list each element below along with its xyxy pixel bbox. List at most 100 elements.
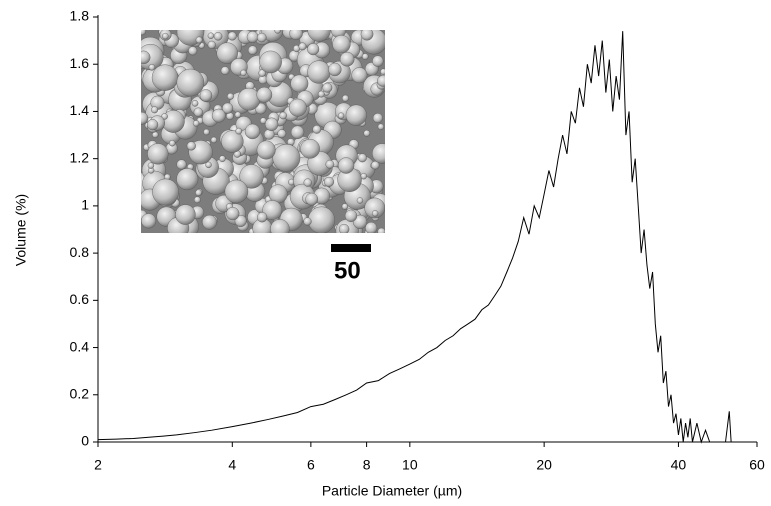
particle bbox=[364, 197, 385, 219]
particle bbox=[325, 159, 335, 169]
particle bbox=[341, 94, 349, 102]
particle bbox=[372, 55, 384, 67]
particle bbox=[360, 30, 374, 41]
particle bbox=[240, 69, 247, 77]
y-tick-label: 1.6 bbox=[70, 55, 90, 71]
particle bbox=[303, 178, 312, 187]
y-tick-label: 0 bbox=[81, 433, 89, 449]
particle bbox=[207, 40, 216, 49]
particle bbox=[246, 31, 259, 43]
particle bbox=[290, 74, 309, 93]
x-tick-label: 10 bbox=[402, 457, 418, 473]
particle bbox=[256, 86, 273, 103]
particle bbox=[176, 168, 199, 191]
particle bbox=[221, 130, 244, 153]
particle bbox=[317, 90, 325, 98]
particle bbox=[307, 60, 331, 84]
particle bbox=[344, 209, 358, 222]
particle bbox=[337, 157, 355, 174]
data-line bbox=[97, 31, 732, 444]
x-tick-label: 6 bbox=[307, 457, 315, 473]
particle bbox=[193, 196, 201, 204]
particle bbox=[162, 32, 169, 40]
particle bbox=[371, 160, 380, 170]
particle bbox=[272, 144, 301, 172]
particle bbox=[192, 120, 200, 127]
particle bbox=[235, 127, 243, 135]
y-tick-label: 0.4 bbox=[70, 338, 90, 354]
particle bbox=[169, 140, 176, 147]
y-tick-label: 1.8 bbox=[70, 8, 90, 24]
particle bbox=[298, 42, 307, 51]
x-tick-label: 4 bbox=[228, 457, 236, 473]
particle bbox=[357, 153, 367, 163]
particle bbox=[345, 104, 367, 126]
particle bbox=[307, 30, 331, 42]
particle bbox=[289, 30, 303, 41]
particle bbox=[152, 178, 179, 206]
particle bbox=[176, 159, 187, 170]
particle bbox=[337, 112, 345, 119]
x-tick-label: 40 bbox=[671, 457, 687, 473]
particle bbox=[176, 68, 205, 97]
particle bbox=[256, 212, 268, 223]
particle bbox=[222, 102, 234, 114]
particle bbox=[279, 111, 287, 120]
particle bbox=[199, 89, 213, 102]
particle bbox=[195, 36, 203, 44]
particle bbox=[195, 189, 202, 197]
particle bbox=[227, 92, 234, 100]
particle bbox=[277, 129, 287, 139]
particle bbox=[372, 143, 385, 164]
particle bbox=[244, 123, 261, 140]
x-tick-label: 8 bbox=[363, 457, 371, 473]
particle bbox=[307, 206, 335, 233]
particle bbox=[338, 223, 350, 233]
y-tick-label: 1.2 bbox=[70, 149, 90, 165]
particle bbox=[262, 200, 283, 220]
particle bbox=[202, 214, 217, 230]
particle bbox=[141, 50, 151, 65]
y-tick-label: 0.6 bbox=[70, 291, 90, 307]
particle bbox=[147, 162, 155, 169]
particle bbox=[239, 164, 264, 189]
particle bbox=[300, 138, 320, 159]
x-tick-label: 2 bbox=[94, 457, 102, 473]
particle bbox=[363, 129, 371, 137]
particle bbox=[151, 64, 179, 91]
particle bbox=[227, 31, 237, 41]
particle bbox=[258, 69, 266, 77]
particle bbox=[352, 214, 368, 229]
particle bbox=[247, 45, 258, 55]
particle bbox=[216, 42, 238, 64]
particle bbox=[207, 32, 215, 39]
particle bbox=[371, 210, 379, 217]
particle bbox=[205, 161, 212, 169]
particle bbox=[377, 123, 385, 130]
y-tick-label: 1 bbox=[81, 197, 89, 213]
particle bbox=[147, 143, 169, 165]
particle bbox=[377, 75, 385, 87]
particle bbox=[141, 30, 147, 36]
particle bbox=[210, 136, 218, 144]
x-axis-label: Particle Diameter (µm) bbox=[322, 483, 462, 499]
particle bbox=[372, 113, 383, 124]
particle bbox=[377, 227, 385, 233]
particle bbox=[203, 128, 210, 136]
sem-inset bbox=[141, 30, 385, 233]
particle bbox=[175, 204, 196, 225]
particle bbox=[290, 125, 305, 139]
particle bbox=[147, 119, 159, 131]
particle bbox=[220, 66, 230, 75]
particle bbox=[213, 32, 223, 41]
particle bbox=[151, 106, 159, 114]
particle bbox=[341, 203, 349, 210]
particle bbox=[237, 87, 261, 111]
particle bbox=[141, 213, 157, 229]
particle bbox=[288, 98, 307, 117]
particle bbox=[234, 111, 242, 118]
particle bbox=[328, 62, 342, 77]
particle bbox=[148, 64, 156, 71]
particle bbox=[356, 197, 364, 204]
particle bbox=[264, 117, 279, 131]
